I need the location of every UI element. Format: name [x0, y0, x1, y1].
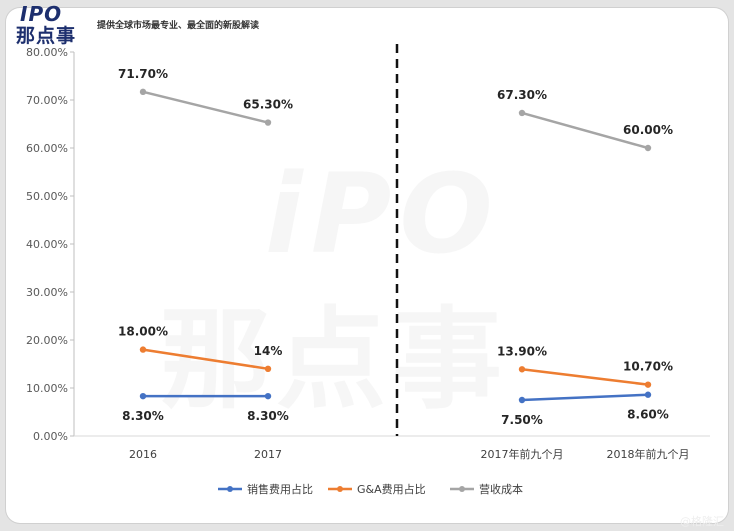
x-tick-label: 2018年前九个月 — [607, 447, 690, 461]
legend-marker — [337, 486, 343, 492]
data-point — [264, 119, 272, 126]
tagline: 提供全球市场最专业、最全面的新股解读 — [97, 21, 260, 31]
legend-label: G&A费用占比 — [357, 482, 426, 496]
y-tick-label: 50.00% — [26, 190, 68, 203]
data-point — [139, 88, 147, 96]
data-point — [518, 366, 526, 373]
x-tick-label: 2016 — [129, 448, 157, 461]
chart-card — [6, 8, 728, 523]
data-label: 67.30% — [497, 88, 547, 102]
data-label: 65.30% — [243, 98, 293, 112]
source-credit: @格隆汇 — [680, 515, 724, 528]
legend-marker — [459, 486, 465, 492]
data-label: 71.70% — [118, 67, 168, 81]
data-label: 60.00% — [623, 123, 673, 137]
data-point — [139, 346, 147, 353]
x-tick-label: 2017年前九个月 — [481, 447, 564, 461]
data-point — [518, 109, 526, 117]
data-label: 8.30% — [122, 409, 164, 423]
ipo-logo: IPO 那点事 — [14, 2, 96, 47]
data-point — [264, 365, 272, 372]
y-tick-label: 30.00% — [26, 286, 68, 299]
data-label: 14% — [254, 344, 283, 358]
series-line-1 — [142, 348, 269, 371]
data-point — [644, 391, 652, 398]
data-label: 13.90% — [497, 344, 547, 358]
data-label: 8.30% — [247, 409, 289, 423]
data-label: 18.00% — [118, 325, 168, 339]
legend-label: 营收成本 — [479, 482, 523, 496]
logo-ipo-text: IPO — [20, 2, 63, 26]
y-tick-label: 80.00% — [26, 46, 68, 59]
y-tick-label: 0.00% — [33, 430, 68, 443]
data-label: 10.70% — [623, 360, 673, 374]
x-tick-label: 2017 — [254, 448, 282, 461]
legend-marker — [227, 486, 233, 492]
y-tick-label: 60.00% — [26, 142, 68, 155]
y-tick-label: 10.00% — [26, 382, 68, 395]
data-point — [264, 392, 272, 400]
data-point — [518, 396, 526, 404]
series-line-0 — [521, 393, 649, 402]
legend-label: 销售费用占比 — [247, 482, 313, 496]
series-line-1 — [521, 368, 649, 386]
y-tick-label: 40.00% — [26, 238, 68, 251]
series-line-2 — [142, 90, 269, 124]
data-point — [139, 392, 147, 400]
data-point — [644, 381, 652, 388]
logo-cn-text: 那点事 — [16, 25, 77, 47]
data-point — [644, 144, 652, 152]
y-tick-label: 70.00% — [26, 94, 68, 107]
y-tick-label: 20.00% — [26, 334, 68, 347]
data-label: 7.50% — [501, 413, 543, 427]
data-label: 8.60% — [627, 408, 669, 422]
series-line-2 — [521, 111, 649, 150]
